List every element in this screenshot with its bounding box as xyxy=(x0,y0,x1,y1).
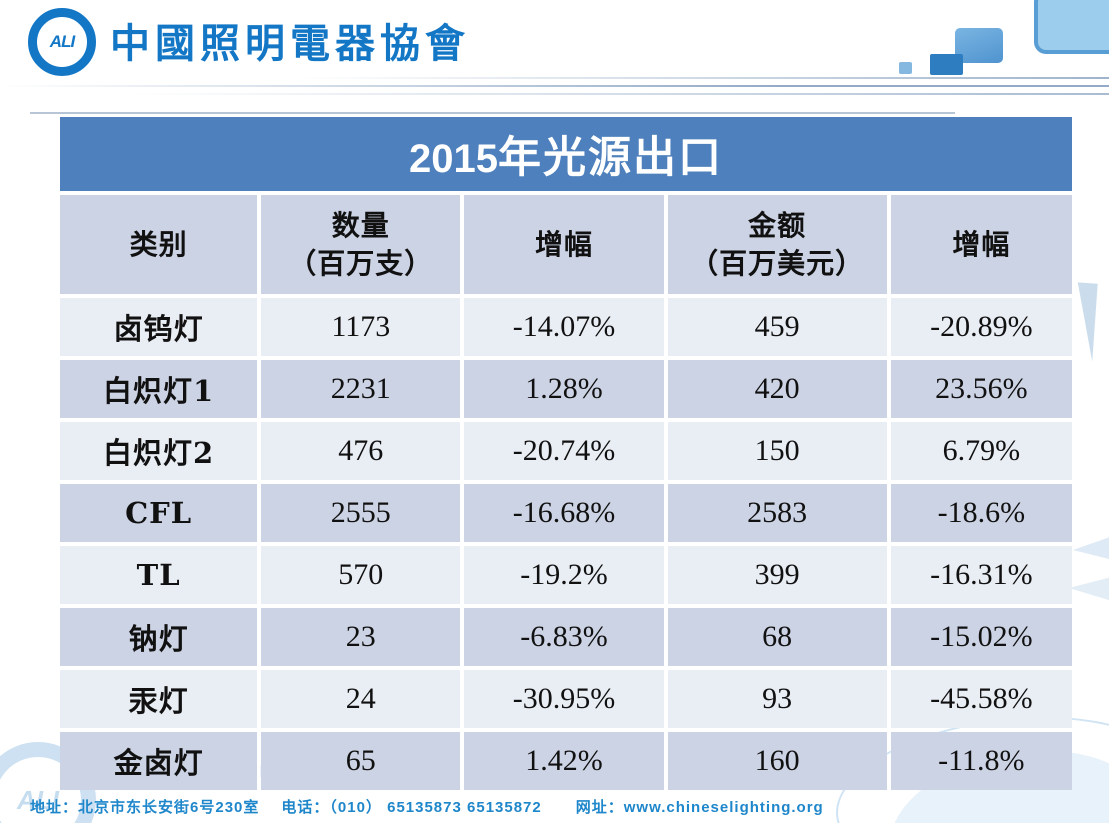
table-row: 卤钨灯 1173 -14.07% 459 -20.89% xyxy=(60,298,1072,356)
column-header: 类别 xyxy=(60,195,258,294)
value-cell: -11.8% xyxy=(890,732,1072,790)
table-row: 汞灯 24 -30.95% 93 -45.58% xyxy=(60,670,1072,728)
web-value: www.chineselighting.org xyxy=(623,799,824,816)
cali-ring-icon: ALI xyxy=(28,8,96,76)
column-header: 增幅 xyxy=(890,195,1072,294)
decorative-square-tiny xyxy=(899,62,912,74)
value-cell: 6.79% xyxy=(890,422,1072,480)
value-cell: -16.31% xyxy=(890,546,1072,604)
value-cell: 160 xyxy=(667,732,887,790)
value-cell: 68 xyxy=(667,608,887,666)
title-year: 2015 xyxy=(409,137,498,181)
column-header: 增幅 xyxy=(464,195,664,294)
decorative-line xyxy=(300,77,1109,79)
phone-value: （010） 65135873 65135872 xyxy=(329,799,542,816)
column-header: 金额 （百万美元） xyxy=(667,195,887,294)
cali-logo: ALI 中國照明電器協會 xyxy=(28,8,470,76)
org-name: 中國照明電器協會 xyxy=(110,20,470,67)
value-cell: -20.74% xyxy=(464,422,664,480)
table-row: TL 570 -19.2% 399 -16.31% xyxy=(60,546,1072,604)
export-table: 2015年光源出口 类别 数量 （百万支） 增幅 金额 （百万美元） 增幅 卤钨灯 117… xyxy=(56,113,1076,794)
category-cell: 卤钨灯 xyxy=(60,298,258,356)
address-value: 北京市东长安街6号230室 xyxy=(78,799,260,816)
decorative-swoosh xyxy=(1072,282,1098,362)
decorative-swoosh xyxy=(1069,576,1109,602)
table-body: 2015年光源出口 类别 数量 （百万支） 增幅 金额 （百万美元） 增幅 卤钨灯 117… xyxy=(60,117,1072,790)
category-cell: 钠灯 xyxy=(60,608,258,666)
value-cell: 399 xyxy=(667,546,887,604)
web-label: 网址： xyxy=(575,799,624,816)
value-cell: -14.07% xyxy=(464,298,664,356)
value-cell: -18.6% xyxy=(890,484,1072,542)
footer-address-line: 地址：北京市东长安街6号230室 电话：（010） 65135873 651358… xyxy=(30,796,824,817)
value-cell: 2555 xyxy=(261,484,461,542)
value-cell: 23 xyxy=(261,608,461,666)
table-title: 2015年光源出口 xyxy=(60,117,1072,191)
value-cell: 476 xyxy=(261,422,461,480)
value-cell: -16.68% xyxy=(464,484,664,542)
value-cell: 1173 xyxy=(261,298,461,356)
category-cell: CFL xyxy=(60,484,258,542)
value-cell: -19.2% xyxy=(464,546,664,604)
table-row: 钠灯 23 -6.83% 68 -15.02% xyxy=(60,608,1072,666)
column-header: 数量 （百万支） xyxy=(261,195,461,294)
category-cell: 金卤灯 xyxy=(60,732,258,790)
value-cell: 459 xyxy=(667,298,887,356)
logo-badge-text: ALI xyxy=(49,32,75,51)
value-cell: 2583 xyxy=(667,484,887,542)
decorative-line xyxy=(30,112,955,114)
table-row: CFL 2555 -16.68% 2583 -18.6% xyxy=(60,484,1072,542)
category-cell: TL xyxy=(60,546,258,604)
decorative-line xyxy=(0,85,1109,87)
table-row: 白炽灯2 476 -20.74% 150 6.79% xyxy=(60,422,1072,480)
value-cell: -15.02% xyxy=(890,608,1072,666)
category-cell: 汞灯 xyxy=(60,670,258,728)
ghost-badge-text: ALI xyxy=(17,784,59,815)
decorative-square-corner xyxy=(1034,0,1109,54)
table-row: 金卤灯 65 1.42% 160 -11.8% xyxy=(60,732,1072,790)
category-cell: 白炽灯1 xyxy=(60,360,258,418)
value-cell: 2231 xyxy=(261,360,461,418)
value-cell: 570 xyxy=(261,546,461,604)
category-cell: 白炽灯2 xyxy=(60,422,258,480)
value-cell: 24 xyxy=(261,670,461,728)
decorative-square-dark xyxy=(930,54,963,75)
decorative-line xyxy=(130,93,1109,95)
value-cell: 1.42% xyxy=(464,732,664,790)
address-label: 地址： xyxy=(30,799,79,816)
value-cell: 1.28% xyxy=(464,360,664,418)
value-cell: -30.95% xyxy=(464,670,664,728)
title-rest: 年光源出口 xyxy=(497,133,723,183)
table-row: 白炽灯1 2231 1.28% 420 23.56% xyxy=(60,360,1072,418)
table-header-row: 类别 数量 （百万支） 增幅 金额 （百万美元） 增幅 xyxy=(60,195,1072,294)
value-cell: 65 xyxy=(261,732,461,790)
value-cell: 150 xyxy=(667,422,887,480)
value-cell: 93 xyxy=(667,670,887,728)
value-cell: -6.83% xyxy=(464,608,664,666)
decorative-swoosh xyxy=(1073,536,1109,560)
table-title-row: 2015年光源出口 xyxy=(60,117,1072,191)
value-cell: 23.56% xyxy=(890,360,1072,418)
value-cell: -45.58% xyxy=(890,670,1072,728)
phone-label: 电话： xyxy=(281,799,330,816)
decorative-square-medium xyxy=(955,28,1003,63)
value-cell: 420 xyxy=(667,360,887,418)
value-cell: -20.89% xyxy=(890,298,1072,356)
